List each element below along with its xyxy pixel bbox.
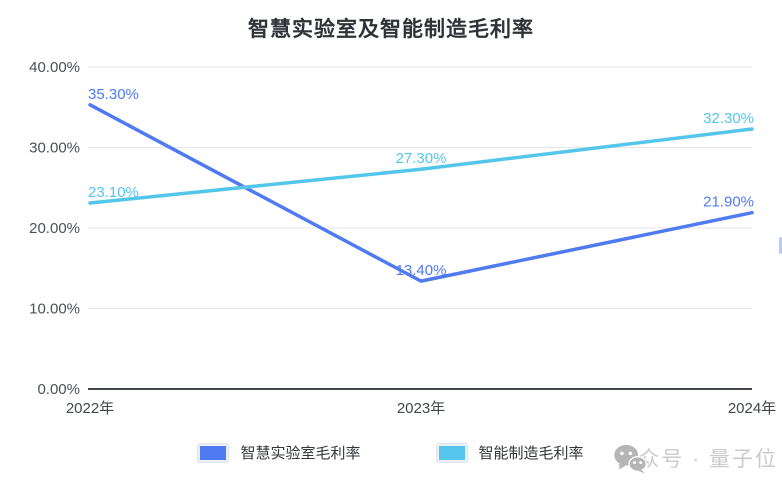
data-point-label: 13.40% [396, 262, 447, 279]
y-tick-label: 10.00% [29, 301, 80, 318]
series-line [88, 103, 754, 283]
legend-label: 智能制造毛利率 [478, 445, 584, 462]
wechat-icon [614, 444, 648, 474]
y-tick-label: 0.00% [37, 381, 80, 398]
chart-title: 智慧实验室及智能制造毛利率 [248, 18, 534, 41]
y-tick-label: 40.00% [29, 59, 80, 76]
legend-item-0[interactable]: 智慧实验室毛利率 [198, 442, 361, 463]
x-tick-label: 2022年 [66, 400, 114, 417]
x-tick-label: 2024年 [728, 400, 776, 417]
data-point-label: 23.10% [88, 184, 139, 201]
edge-sliver [779, 237, 782, 254]
watermark-text: 公众号 · 量子位 [615, 448, 778, 471]
chart-legend: 智慧实验室毛利率 智能制造毛利率 [0, 442, 782, 463]
legend-label: 智慧实验室毛利率 [240, 445, 361, 462]
legend-swatch [436, 443, 467, 462]
y-tick-label: 20.00% [29, 220, 80, 237]
legend-swatch [198, 443, 229, 462]
line-chart-plot-area: 0.00% 10.00% 20.00% 30.00% 40.00% 2022年 2023年 2… [29, 59, 776, 417]
y-tick-label: 30.00% [29, 140, 80, 157]
watermark: 公众号 · 量子位 [613, 443, 778, 474]
series-line [88, 127, 754, 205]
legend-item-1[interactable]: 智能制造毛利率 [436, 442, 584, 463]
data-point-label: 35.30% [88, 86, 139, 103]
data-point-label: 27.30% [396, 150, 447, 167]
data-point-label: 21.90% [703, 194, 754, 211]
x-tick-label: 2023年 [397, 400, 445, 417]
data-point-label: 32.30% [703, 110, 754, 127]
